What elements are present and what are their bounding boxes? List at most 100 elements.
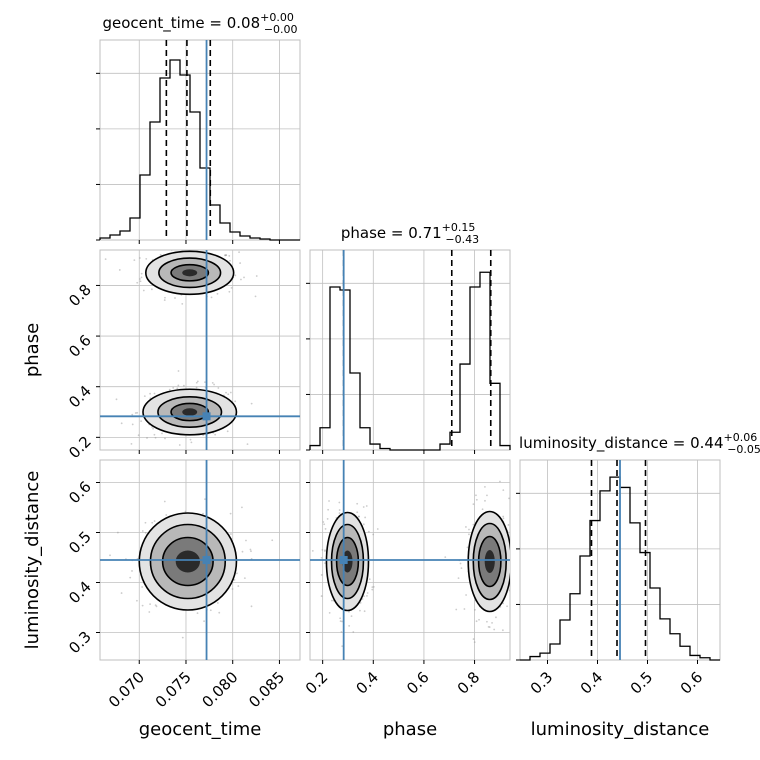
sample-point [521,569,523,571]
hist-panel-luminosity_distance: 0.3 0.4 0.5 0.6 luminosity_distance = 0.44+0… [516,431,760,698]
sample-point [154,436,157,439]
sample-point [517,570,519,572]
sample-point [338,501,341,504]
histogram-phase [309,271,511,451]
truth-marker [202,412,211,421]
y-tick-label: 0.4 [65,578,95,608]
sample-point [174,242,176,244]
sample-point [172,386,175,389]
sample-point [459,562,462,565]
sample-point [521,581,523,583]
sample-point [133,259,136,262]
sample-point [182,384,185,387]
sample-point [502,517,505,520]
sample-point [486,494,488,497]
y-tick-label: 0.6 [65,331,95,361]
sample-point [140,276,143,279]
panel-geocent_time__luminosity_distance: 0.070 0.075 0.080 0.085 0.3 0.4 0.5 0.6 [65,459,301,711]
sample-point [324,528,327,530]
sample-point [322,521,325,523]
sample-point [159,253,162,256]
sample-point [189,438,192,441]
panel-title: geocent_time = 0.08+0.00 −0.00 [102,11,297,36]
sample-point [340,631,343,633]
sample-point [368,578,371,581]
sample-point [140,272,143,275]
sample-point [138,257,141,259]
sample-point [137,434,140,437]
sample-point [475,494,477,497]
y-tick-label: 0.4 [65,382,95,412]
sample-point [341,620,344,623]
sample-point [213,383,215,386]
sample-point [187,245,189,247]
x-tick-label: 0.070 [105,668,148,711]
sample-point [118,269,121,271]
sample-point [181,302,184,305]
sample-point [144,521,147,524]
title-sub: −0.43 [445,233,479,246]
sample-point [149,603,151,606]
sample-point [195,386,198,389]
sample-point [190,441,193,444]
sample-point [512,550,514,552]
sample-point [149,392,151,395]
sample-point [488,626,491,628]
x-tick-label: 0.2 [302,668,332,698]
y-axis-label-luminosity_distance: luminosity_distance [22,471,43,650]
contour-line [325,511,370,612]
sample-point [243,577,246,580]
sample-point [224,254,226,256]
sample-point [371,586,374,589]
contour-line [170,263,210,282]
sample-point [499,480,501,483]
sample-point [502,515,505,518]
sample-point [364,516,367,519]
sample-point [250,550,252,553]
sample-point [180,248,182,250]
sample-point [320,595,323,597]
panel-geocent_time__phase: 0.2 0.4 0.6 0.8 [65,242,301,462]
sample-point [211,381,214,384]
sample-point [350,615,353,618]
title-sub: −0.05 [727,443,760,456]
sample-point [465,526,467,528]
sample-point [216,602,219,604]
x-axis-label-geocent_time: geocent_time [139,719,262,740]
sample-point [465,594,467,596]
sample-point [143,395,146,398]
sample-point [236,572,238,575]
sample-point [243,276,245,279]
sample-point [326,518,329,520]
sample-point [120,422,123,425]
sample-point [217,387,220,389]
sample-point [372,586,375,588]
sample-point [240,278,242,281]
x-tick-label: 0.085 [245,668,288,711]
sample-point [484,485,486,488]
sample-point [162,454,164,456]
sample-point [241,506,243,509]
sample-point [460,567,463,570]
sample-point [129,576,132,579]
sample-point [507,524,510,526]
x-tick-label: 0.075 [152,668,195,711]
sample-point [154,604,157,607]
x-tick-label: 0.8 [454,668,484,698]
sample-point [230,286,233,289]
sample-point [472,503,475,506]
sample-point [209,609,212,612]
sample-point [339,617,342,620]
x-tick-label: 0.4 [353,668,383,698]
y-tick-label: 0.2 [65,432,95,462]
sample-point [352,631,355,633]
sample-point [226,430,229,433]
sample-point [341,645,344,648]
sample-point [146,437,148,439]
sample-point [196,612,199,614]
sample-point [246,443,249,446]
panel-title: luminosity_distance = 0.44+0.06 −0.05 [519,431,760,456]
sample-point [203,620,205,623]
sample-point [130,442,133,445]
